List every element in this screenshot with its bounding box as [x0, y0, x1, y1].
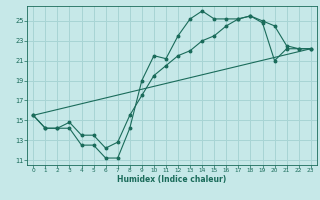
X-axis label: Humidex (Indice chaleur): Humidex (Indice chaleur)	[117, 175, 227, 184]
